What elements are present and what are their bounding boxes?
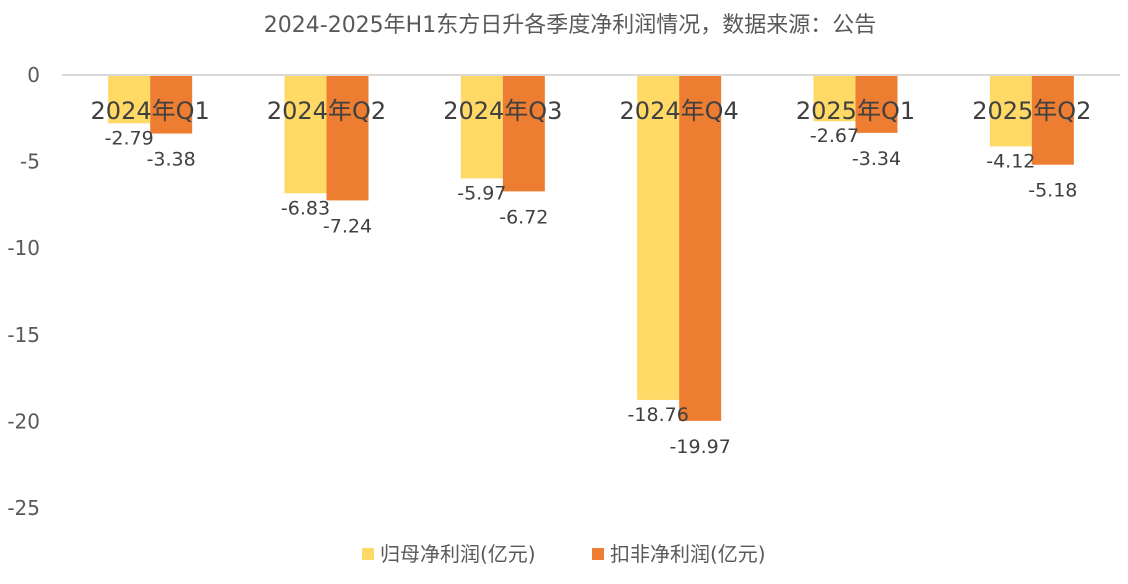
bars (108, 75, 1074, 421)
data-label: -6.72 (499, 206, 548, 228)
bar-parent-net-profit (284, 75, 327, 194)
legend-label: 扣非净利润(亿元) (610, 542, 766, 566)
data-label: -2.67 (810, 125, 859, 147)
data-label: -18.76 (628, 404, 689, 426)
data-label: -5.18 (1028, 180, 1077, 202)
category-label: 2024年Q3 (443, 97, 562, 125)
bar-deducted-net-profit (150, 75, 193, 134)
y-tick-label: -25 (7, 496, 40, 520)
bar-parent-net-profit (108, 75, 151, 124)
y-axis: 0 -5 -10 -15 -20 -25 (7, 63, 40, 520)
legend-label: 归母净利润(亿元) (380, 542, 536, 566)
y-tick-label: -5 (20, 150, 40, 174)
data-labels: -2.79-3.38 -6.83-7.24 -5.97-6.72 -18.76 -19.… (105, 125, 1078, 458)
data-label: -5.97 (457, 182, 506, 204)
bar-parent-net-profit (460, 75, 503, 179)
bar-deducted-net-profit (326, 75, 369, 201)
category-label: 2024年Q2 (267, 97, 386, 125)
data-label: -3.38 (147, 149, 196, 171)
category-label: 2024年Q1 (91, 97, 210, 125)
bar-deducted-net-profit (502, 75, 545, 192)
data-label: -6.83 (281, 197, 330, 219)
category-label: 2024年Q4 (620, 97, 739, 125)
legend-swatch-parent-net-profit (362, 548, 374, 560)
bar-deducted-net-profit (679, 75, 722, 421)
bar-deducted-net-profit (1031, 75, 1074, 165)
legend: 归母净利润(亿元) 扣非净利润(亿元) (362, 542, 766, 566)
bar-parent-net-profit (989, 75, 1032, 147)
bar-deducted-net-profit (855, 75, 898, 133)
y-tick-label: -15 (7, 323, 40, 347)
y-tick-label: -20 (7, 409, 40, 433)
data-label: -7.24 (323, 215, 372, 237)
legend-swatch-deducted-net-profit (592, 548, 604, 560)
data-label: -19.97 (670, 436, 731, 458)
data-label: -3.34 (852, 148, 901, 170)
category-label: 2025年Q2 (972, 97, 1091, 125)
data-label: -4.12 (986, 150, 1035, 172)
bar-parent-net-profit (637, 75, 680, 400)
category-labels: 2024年Q1 2024年Q2 2024年Q3 2024年Q4 2025年Q1 2025年… (91, 97, 1092, 125)
data-label: -2.79 (105, 127, 154, 149)
y-tick-label: -10 (7, 236, 40, 260)
category-label: 2025年Q1 (796, 97, 915, 125)
chart-title: 2024-2025年H1东方日升各季度净利润情况，数据来源：公告 (264, 13, 876, 38)
bar-parent-net-profit (813, 75, 856, 122)
y-tick-label: 0 (27, 63, 40, 87)
